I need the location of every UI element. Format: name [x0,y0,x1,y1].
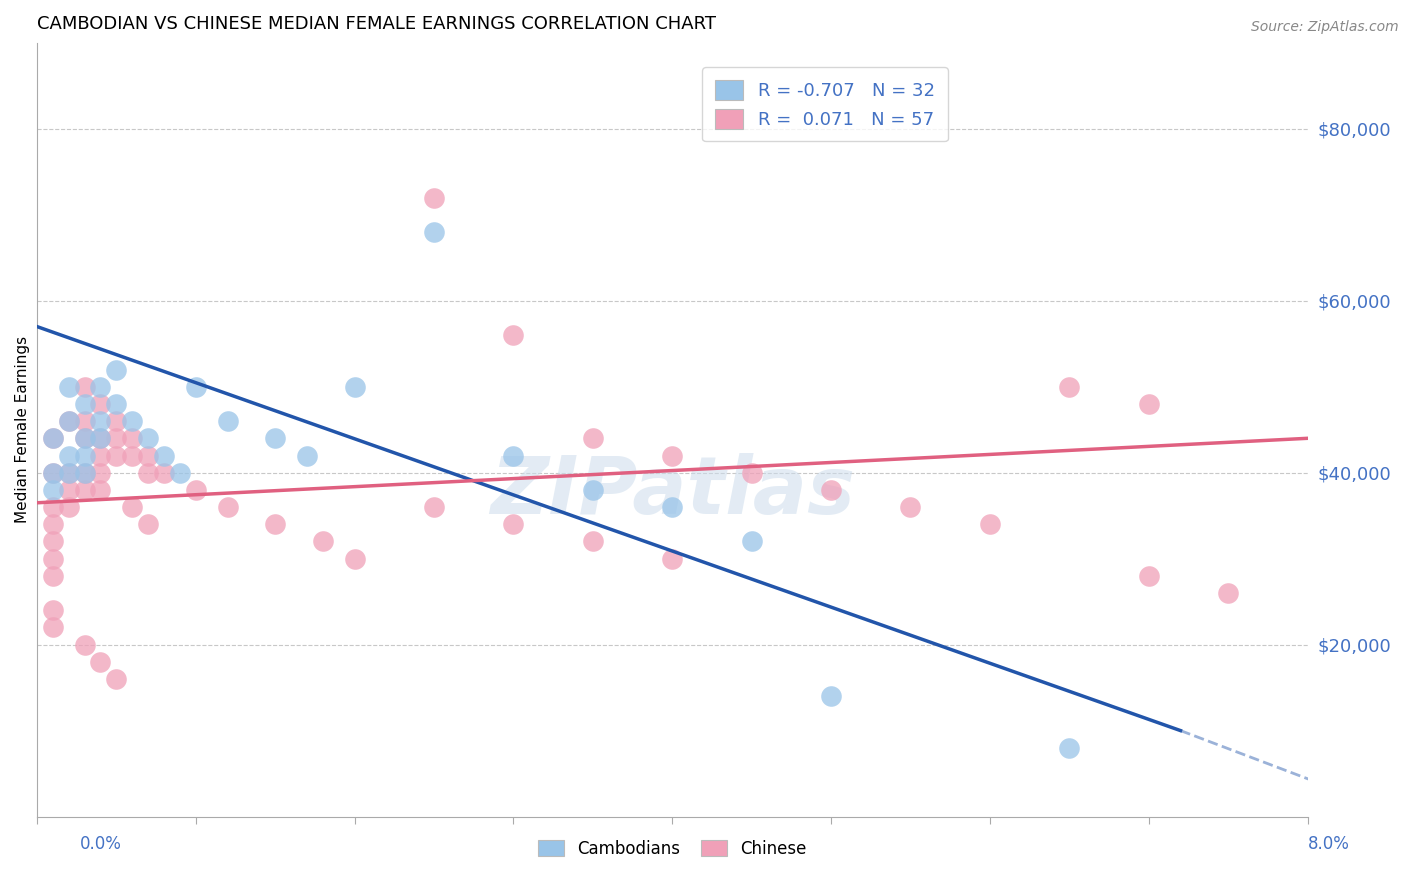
Point [121,414,143,428]
Point [184,483,207,497]
Point [1216,586,1239,600]
Point [42,431,65,445]
Point [42,500,65,514]
Point [423,191,446,205]
Point [264,431,287,445]
Point [73,431,96,445]
Point [105,672,128,686]
Point [42,534,65,549]
Point [423,225,446,239]
Point [105,397,128,411]
Point [42,483,65,497]
Point [89,466,111,480]
Point [979,517,1001,532]
Point [89,655,111,669]
Point [58,483,80,497]
Point [89,449,111,463]
Point [121,449,143,463]
Point [89,380,111,394]
Point [502,449,524,463]
Legend: R = -0.707   N = 32, R =  0.071   N = 57: R = -0.707 N = 32, R = 0.071 N = 57 [702,68,948,142]
Point [89,483,111,497]
Point [217,500,239,514]
Point [184,380,207,394]
Point [105,449,128,463]
Point [295,449,318,463]
Point [73,431,96,445]
Point [89,431,111,445]
Point [42,466,65,480]
Point [153,449,176,463]
Point [312,534,335,549]
Point [820,689,842,703]
Point [105,414,128,428]
Text: 8.0%: 8.0% [1308,835,1350,853]
Point [169,466,191,480]
Point [73,638,96,652]
Point [73,466,96,480]
Point [42,551,65,566]
Point [582,483,605,497]
Point [58,466,80,480]
Text: 0.0%: 0.0% [80,835,122,853]
Point [661,551,683,566]
Point [502,517,524,532]
Point [58,414,80,428]
Point [89,397,111,411]
Point [343,380,366,394]
Point [136,517,159,532]
Point [105,431,128,445]
Point [42,603,65,617]
Point [58,449,80,463]
Point [582,431,605,445]
Point [900,500,922,514]
Y-axis label: Median Female Earnings: Median Female Earnings [15,336,30,524]
Point [343,551,366,566]
Point [121,500,143,514]
Point [73,466,96,480]
Point [136,449,159,463]
Point [1137,397,1160,411]
Point [661,500,683,514]
Point [58,414,80,428]
Point [42,620,65,634]
Point [89,431,111,445]
Point [136,431,159,445]
Point [73,380,96,394]
Text: Source: ZipAtlas.com: Source: ZipAtlas.com [1251,20,1399,34]
Point [58,380,80,394]
Point [502,328,524,343]
Text: ZIPatlas: ZIPatlas [489,452,855,531]
Point [217,414,239,428]
Point [105,362,128,376]
Point [121,431,143,445]
Point [42,431,65,445]
Point [73,397,96,411]
Point [153,466,176,480]
Point [1137,569,1160,583]
Point [42,569,65,583]
Point [264,517,287,532]
Point [582,534,605,549]
Point [73,483,96,497]
Point [73,449,96,463]
Point [1059,740,1081,755]
Point [73,414,96,428]
Point [423,500,446,514]
Point [1059,380,1081,394]
Point [136,466,159,480]
Point [741,466,763,480]
Point [89,414,111,428]
Point [58,500,80,514]
Point [661,449,683,463]
Point [42,466,65,480]
Point [42,517,65,532]
Point [741,534,763,549]
Point [820,483,842,497]
Point [58,466,80,480]
Text: CAMBODIAN VS CHINESE MEDIAN FEMALE EARNINGS CORRELATION CHART: CAMBODIAN VS CHINESE MEDIAN FEMALE EARNI… [37,15,716,33]
